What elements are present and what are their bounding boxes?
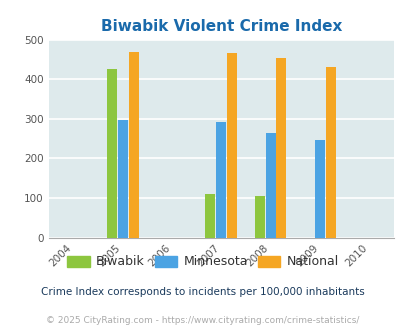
Bar [276, 58, 286, 238]
Bar [117, 120, 127, 238]
Bar [325, 67, 335, 238]
Bar [128, 52, 138, 238]
Bar [314, 140, 324, 238]
Bar [226, 53, 237, 238]
Bar [205, 194, 215, 238]
Bar [216, 122, 226, 238]
Bar [107, 69, 117, 238]
Bar [265, 133, 275, 238]
Bar [254, 196, 264, 238]
Text: Crime Index corresponds to incidents per 100,000 inhabitants: Crime Index corresponds to incidents per… [41, 287, 364, 297]
Legend: Biwabik, Minnesota, National: Biwabik, Minnesota, National [62, 250, 343, 274]
Text: © 2025 CityRating.com - https://www.cityrating.com/crime-statistics/: © 2025 CityRating.com - https://www.city… [46, 315, 359, 325]
Title: Biwabik Violent Crime Index: Biwabik Violent Crime Index [100, 19, 341, 34]
